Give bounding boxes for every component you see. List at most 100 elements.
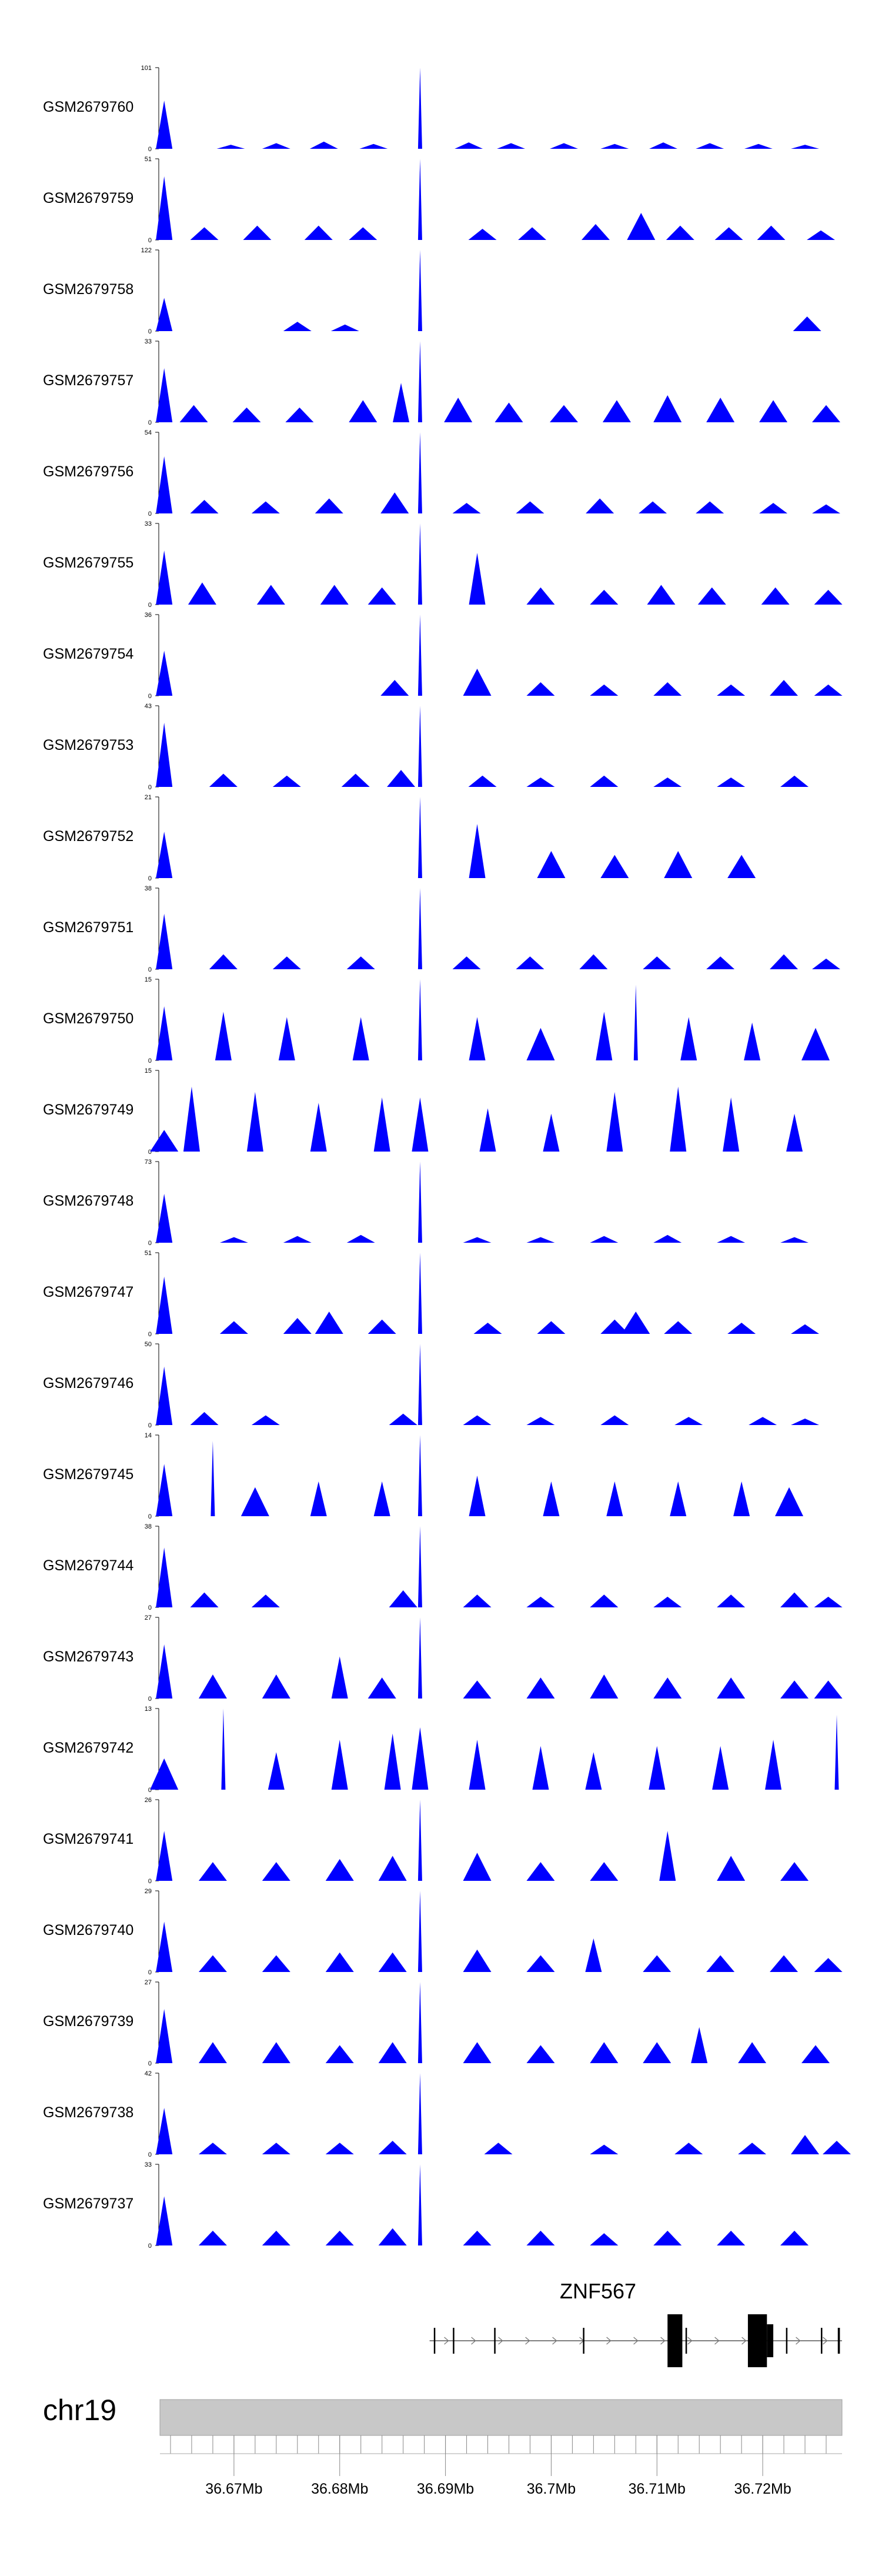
y-min-label: 0 [148,1696,152,1703]
coverage-peak [179,405,208,422]
coverage-peak [733,1481,750,1516]
coverage-peak [389,1413,417,1425]
coverage-peak [359,144,388,149]
strand-arrow [660,2337,666,2345]
coverage-peak [417,706,422,787]
coverage-peak [526,1955,555,1972]
coverage-peak [780,1592,809,1607]
coverage-peak [190,227,219,240]
coverage-peak [770,954,799,969]
y-max-label: 26 [145,1797,152,1804]
coverage-peak [479,1108,496,1152]
track-label: GSM2679759 [43,190,133,206]
exon-block [494,2328,496,2354]
coverage-peak [251,501,280,513]
track-GSM2679755: GSM2679755 33 0 [43,520,843,609]
coverage-peak [150,1130,179,1152]
strand-arrow [525,2337,530,2345]
coverage-peak [215,1012,232,1060]
coverage-peak [526,1027,555,1060]
y-max-label: 101 [141,65,152,72]
track-label: GSM2679737 [43,2195,133,2212]
coverage-peak [262,2042,290,2063]
coverage-peak [209,954,238,969]
axis-tick-label: 36.68Mb [311,2481,368,2497]
coverage-peak [417,523,422,605]
coverage-peak [156,2108,173,2154]
coverage-peak [738,2042,767,2063]
coverage-peak [717,1677,746,1699]
track-label: GSM2679740 [43,1922,133,1938]
coverage-peak [814,1958,843,1972]
y-min-label: 0 [148,1513,152,1520]
track-GSM2679742: GSM2679742 13 0 [43,1706,839,1794]
coverage-peak [156,2196,173,2245]
track-GSM2679740: GSM2679740 29 0 [43,1888,843,1976]
coverage-peak [256,585,285,605]
coverage-peak [526,2045,555,2063]
coverage-peak [526,1596,555,1607]
y-max-label: 38 [145,885,152,892]
track-GSM2679752: GSM2679752 21 0 [43,794,756,882]
coverage-peak [417,1891,422,1972]
coverage-peak [283,1317,312,1334]
coverage-peak [469,1740,486,1790]
y-max-label: 122 [141,247,152,254]
track-GSM2679754: GSM2679754 36 0 [43,612,843,700]
coverage-peak [590,684,619,696]
coverage-peak [417,68,422,149]
coverage-peak [156,1831,173,1881]
y-min-label: 0 [148,693,152,700]
y-min-label: 0 [148,875,152,882]
coverage-peak [653,2230,682,2245]
coverage-peak [349,227,377,240]
coverage-peak [717,684,746,696]
coverage-peak [156,1464,173,1516]
coverage-peak [706,398,735,422]
track-label: GSM2679743 [43,1649,133,1665]
y-max-label: 15 [145,976,152,983]
coverage-peak [633,985,638,1060]
track-GSM2679750: GSM2679750 15 0 [43,976,830,1065]
coverage-peak [417,2073,422,2154]
coverage-peak [330,324,359,331]
track-GSM2679757: GSM2679757 33 0 [43,338,841,426]
coverage-peak [600,1415,629,1425]
coverage-peak [378,1952,407,1972]
coverage-peak [526,1677,555,1699]
track-GSM2679738: GSM2679738 42 0 [43,2070,851,2158]
coverage-peak [417,159,422,240]
coverage-peak [516,501,544,513]
coverage-peak [717,2230,746,2245]
coverage-peak [814,589,843,605]
coverage-peak [417,979,422,1060]
coverage-peak [368,1677,396,1699]
axis-tick-label: 36.7Mb [527,2481,576,2497]
coverage-peak [156,1193,173,1243]
track-label: GSM2679742 [43,1740,133,1756]
coverage-peak [325,2143,354,2154]
y-min-label: 0 [148,602,152,609]
y-min-label: 0 [148,2060,152,2067]
coverage-peak [717,1856,746,1881]
track-label: GSM2679745 [43,1466,133,1483]
track-label: GSM2679747 [43,1284,133,1300]
coverage-peak [373,1097,390,1152]
track-GSM2679737: GSM2679737 33 0 [43,2161,809,2250]
y-min-label: 0 [148,1331,152,1338]
coverage-peak [550,405,579,422]
exon-block [747,2314,767,2367]
coverage-peak [585,1752,602,1790]
coverage-peak [759,400,788,422]
track-label: GSM2679751 [43,919,133,936]
coverage-peak [463,1680,492,1699]
gene-model-track: ZNF567 [429,2279,842,2367]
track-label: GSM2679757 [43,372,133,389]
coverage-peak [156,101,173,149]
track-label: GSM2679748 [43,1193,133,1209]
track-label: GSM2679739 [43,2013,133,2030]
track-label: GSM2679760 [43,99,133,115]
coverage-peak [516,956,544,969]
coverage-peak [417,1982,422,2063]
coverage-peak [468,775,497,787]
